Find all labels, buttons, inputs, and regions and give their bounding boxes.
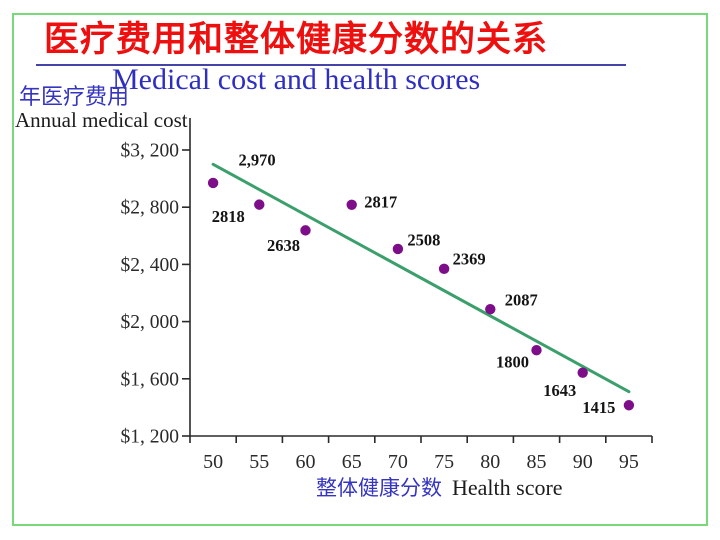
- data-point: [254, 199, 265, 210]
- slide-title-chinese: 医疗费用和整体健康分数的关系: [44, 20, 549, 59]
- y-axis-label-english: Annual medical cost: [15, 108, 188, 132]
- data-point-label: 2369: [453, 249, 486, 268]
- y-tick-label: $2, 800: [121, 198, 180, 219]
- data-point-label: 1643: [543, 381, 576, 400]
- x-axis-label-chinese: 整体健康分数: [316, 476, 442, 500]
- data-point-label: 2817: [364, 192, 397, 211]
- data-point: [577, 367, 588, 378]
- title-divider-line: [36, 64, 626, 66]
- slide-title-english: Medical cost and health scores: [112, 63, 481, 96]
- data-point-label: 1800: [496, 353, 529, 372]
- x-tick-label: 50: [203, 451, 223, 473]
- x-tick-label: 70: [388, 451, 408, 473]
- data-point: [623, 400, 635, 411]
- x-tick-label: 55: [249, 451, 269, 473]
- x-axis-label-row: 整体健康分数 Health score: [316, 472, 563, 502]
- x-tick-label: 85: [527, 451, 547, 473]
- x-tick-label: 80: [480, 451, 500, 473]
- x-tick-label: 75: [434, 451, 454, 473]
- y-tick-label: $2, 000: [121, 312, 180, 333]
- y-tick-label: $1, 600: [121, 369, 180, 390]
- data-point: [485, 303, 496, 315]
- data-point: [346, 199, 357, 210]
- data-point-label: 2818: [212, 207, 245, 226]
- data-point: [207, 177, 219, 189]
- y-tick-label: $3, 200: [121, 141, 180, 162]
- data-point-label: 2508: [407, 230, 440, 249]
- y-tick-label: $1, 200: [121, 427, 180, 448]
- data-point: [438, 263, 450, 275]
- data-point-label: 2638: [267, 236, 300, 255]
- trend-line: [211, 162, 631, 394]
- x-tick-label: 65: [342, 451, 362, 473]
- data-point: [300, 225, 311, 236]
- data-point-label: 2087: [505, 291, 538, 310]
- x-tick-label: 90: [573, 451, 593, 473]
- y-tick-label: $2, 400: [121, 255, 180, 276]
- x-axis-label-english: Health score: [452, 475, 563, 500]
- data-point-label: 1415: [582, 398, 615, 417]
- data-point: [531, 345, 542, 356]
- x-tick-label: 60: [296, 451, 316, 473]
- y-axis-label-chinese: 年医疗费用: [19, 84, 130, 109]
- slide-border: [12, 13, 708, 526]
- x-tick-label: 95: [619, 451, 639, 473]
- data-point: [392, 243, 404, 255]
- data-point-label: 2,970: [239, 150, 276, 169]
